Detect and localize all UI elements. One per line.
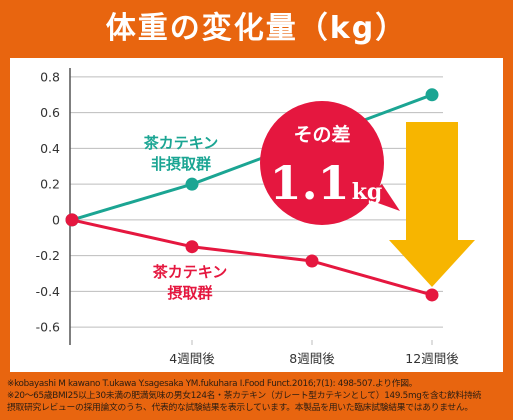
data-point xyxy=(185,177,199,191)
footnotes: ※kobayashi M kawano T.ukawa Y.sagesaka Y… xyxy=(7,378,509,414)
callout-unit: kg xyxy=(352,179,383,205)
y-tick-label: -0.6 xyxy=(36,320,60,335)
axes xyxy=(69,68,433,345)
arrow-head xyxy=(389,240,475,287)
difference-callout: その差 1.1kg xyxy=(260,101,400,225)
callout-tail xyxy=(364,184,400,211)
series-label: 茶カテキン xyxy=(153,263,228,281)
data-point xyxy=(185,240,199,254)
x-tick-label: 12週間後 xyxy=(405,351,459,366)
footnote-3: 摂取研究レビューの採用論文のうち、代表的な試験結果を表示しています。本製品を用い… xyxy=(7,403,473,413)
series-line-1 xyxy=(71,218,433,297)
down-arrow-icon xyxy=(389,122,475,287)
y-tick-label: -0.4 xyxy=(36,284,60,299)
chart-title: 体重の変化量（kg） xyxy=(105,11,408,46)
x-tick-label: 8週間後 xyxy=(289,351,335,366)
x-tick-label: 4週間後 xyxy=(169,351,215,366)
arrow-shaft xyxy=(406,122,458,242)
gridlines xyxy=(70,76,443,328)
y-tick-label: -0.2 xyxy=(36,248,60,263)
series-label: 摂取群 xyxy=(167,284,212,302)
data-point xyxy=(425,88,439,102)
y-axis-tick-labels: 0.8 0.6 0.4 0.2 0 -0.2 -0.4 -0.6 xyxy=(36,69,60,334)
callout-circle xyxy=(260,101,384,225)
y-tick-label: 0.6 xyxy=(40,105,60,120)
series-label: 茶カテキン xyxy=(144,134,219,152)
callout-value-text: 1.1kg xyxy=(270,156,383,210)
series-line-0 xyxy=(71,93,433,222)
data-point xyxy=(305,254,319,268)
footnote-2: ※20〜65歳BMI25以上30未満の肥満気味の男女124名・茶カテキン（ガレー… xyxy=(7,391,481,401)
series-label: 非摂取群 xyxy=(151,155,211,173)
y-tick-label: 0.4 xyxy=(40,141,60,156)
callout-prefix: その差 xyxy=(293,123,350,146)
data-point xyxy=(65,213,79,227)
callout-value: 1.1 xyxy=(270,156,350,210)
data-point xyxy=(425,288,439,302)
y-tick-label: 0.2 xyxy=(40,177,60,192)
footnote-1: ※kobayashi M kawano T.ukawa Y.sagesaka Y… xyxy=(7,379,418,389)
y-tick-label: 0 xyxy=(52,212,60,227)
x-axis-tick-labels: 4週間後 8週間後 12週間後 xyxy=(169,351,459,366)
y-tick-label: 0.8 xyxy=(40,69,60,84)
